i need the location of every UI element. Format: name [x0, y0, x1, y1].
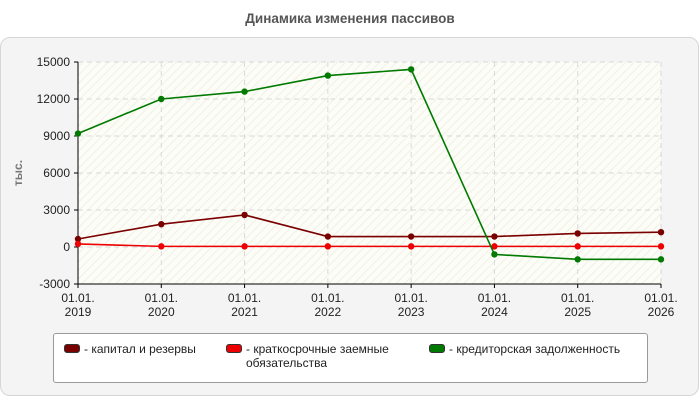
x-tick-label: 01.01. — [561, 291, 594, 305]
x-tick-label: 01.01. — [61, 291, 94, 305]
data-point — [158, 220, 165, 228]
data-point — [657, 243, 665, 250]
data-point — [574, 256, 581, 263]
data-point — [407, 243, 415, 250]
x-tick-label: 01.01. — [644, 291, 677, 305]
data-point — [74, 130, 82, 137]
x-tick-label-year: 2022 — [315, 305, 342, 319]
data-point — [241, 88, 248, 95]
legend-swatch-short-term-loans — [226, 344, 242, 353]
x-tick-label-year: 2024 — [481, 305, 508, 319]
x-tick-label-year: 2023 — [398, 305, 425, 319]
x-tick-label: 01.01. — [394, 291, 427, 305]
series-group — [74, 66, 665, 263]
series-line-2 — [77, 68, 661, 261]
legend-label-short-term-loans: - краткосрочные заемные обязательства — [246, 342, 389, 370]
chart-title: Динамика изменения пассивов — [245, 11, 455, 26]
y-axis-label: тыс. — [11, 160, 25, 186]
y-tick-label: 6000 — [43, 166, 70, 180]
legend-swatch-accounts-payable — [429, 344, 445, 353]
data-point — [491, 233, 498, 240]
x-tick-label-year: 2021 — [231, 305, 258, 319]
data-point — [74, 240, 82, 248]
data-point — [324, 243, 332, 250]
data-point — [491, 251, 498, 258]
x-tick-label: 01.01. — [478, 291, 511, 305]
data-point — [657, 256, 665, 263]
y-tick-labels: -3000 0 3000 6000 9000 12000 15000 — [37, 55, 78, 291]
y-tick-label: 9000 — [43, 129, 70, 143]
x-tick-label: 01.01. — [311, 291, 344, 305]
data-point — [158, 243, 165, 250]
y-tick-label: 0 — [63, 240, 70, 254]
series-line-0 — [77, 214, 662, 240]
series-line-1 — [77, 243, 661, 248]
legend-label-accounts-payable: - кредиторская задолженность — [449, 342, 621, 356]
x-tick-label: 01.01. — [228, 291, 261, 305]
data-point — [407, 233, 415, 240]
x-tick-labels: 01.01.201901.01.202001.01.202101.01.2022… — [61, 284, 678, 319]
data-point — [158, 95, 165, 103]
x-tick-label-year: 2026 — [648, 305, 675, 319]
x-tick-label-year: 2020 — [148, 305, 175, 319]
data-point — [324, 72, 332, 79]
legend-label-capital: - капитал и резервы — [84, 342, 196, 356]
x-tick-label: 01.01. — [145, 291, 178, 305]
y-tick-label: 15000 — [37, 55, 71, 69]
y-tick-label: 12000 — [37, 92, 71, 106]
x-tick-label-year: 2025 — [564, 305, 591, 319]
data-point — [574, 230, 581, 237]
data-point — [491, 243, 498, 250]
data-point — [241, 211, 248, 219]
x-tick-label-year: 2019 — [65, 305, 92, 319]
data-point — [241, 243, 248, 250]
data-point — [74, 235, 82, 243]
legend-swatch-capital — [64, 344, 80, 353]
data-point — [657, 229, 665, 236]
data-point — [407, 66, 415, 73]
y-tick-label: 3000 — [43, 203, 70, 217]
legend: - капитал и резервы - краткосрочные заем… — [53, 333, 648, 383]
data-point — [324, 233, 332, 240]
y-tick-label: -3000 — [39, 277, 70, 291]
data-point — [574, 243, 581, 250]
